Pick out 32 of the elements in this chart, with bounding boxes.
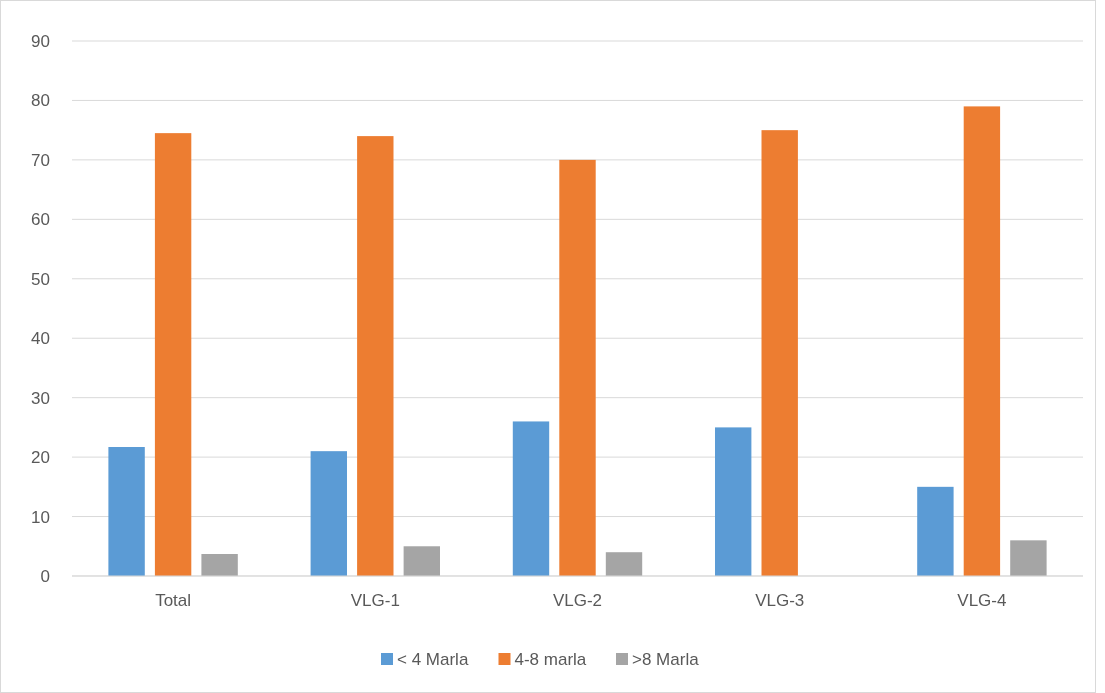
- y-tick-label: 90: [31, 31, 50, 51]
- legend-label: >8 Marla: [632, 649, 700, 669]
- bar: [201, 554, 238, 576]
- y-tick-label: 50: [31, 269, 50, 289]
- bar: [512, 421, 550, 576]
- y-tick-label: 30: [31, 388, 50, 408]
- y-tick-label: 20: [31, 448, 50, 468]
- bar: [761, 130, 798, 576]
- bar: [605, 552, 643, 576]
- y-tick-label: 10: [31, 507, 50, 527]
- bar: [963, 106, 1001, 576]
- x-tick-label: VLG-3: [755, 591, 805, 610]
- bar: [154, 133, 192, 576]
- y-tick-label: 0: [40, 566, 50, 586]
- bar: [108, 447, 145, 576]
- x-tick-label: VLG-1: [350, 591, 400, 610]
- y-tick-label: 70: [31, 150, 50, 170]
- y-tick-label: 40: [31, 329, 50, 349]
- bar: [357, 136, 394, 576]
- bar: [715, 427, 752, 576]
- bar: [403, 546, 440, 576]
- x-tick-label: VLG-4: [957, 591, 1007, 610]
- legend-label: < 4 Marla: [397, 649, 469, 669]
- x-tick-label: VLG-2: [552, 591, 603, 610]
- bar: [559, 159, 596, 576]
- x-tick-label: Total: [155, 591, 192, 610]
- bar: [1010, 540, 1047, 576]
- bar: [917, 486, 954, 576]
- y-tick-label: 60: [31, 210, 50, 230]
- y-tick-label: 80: [31, 91, 50, 111]
- bar: [310, 451, 347, 576]
- legend-label: 4-8 marla: [514, 649, 587, 669]
